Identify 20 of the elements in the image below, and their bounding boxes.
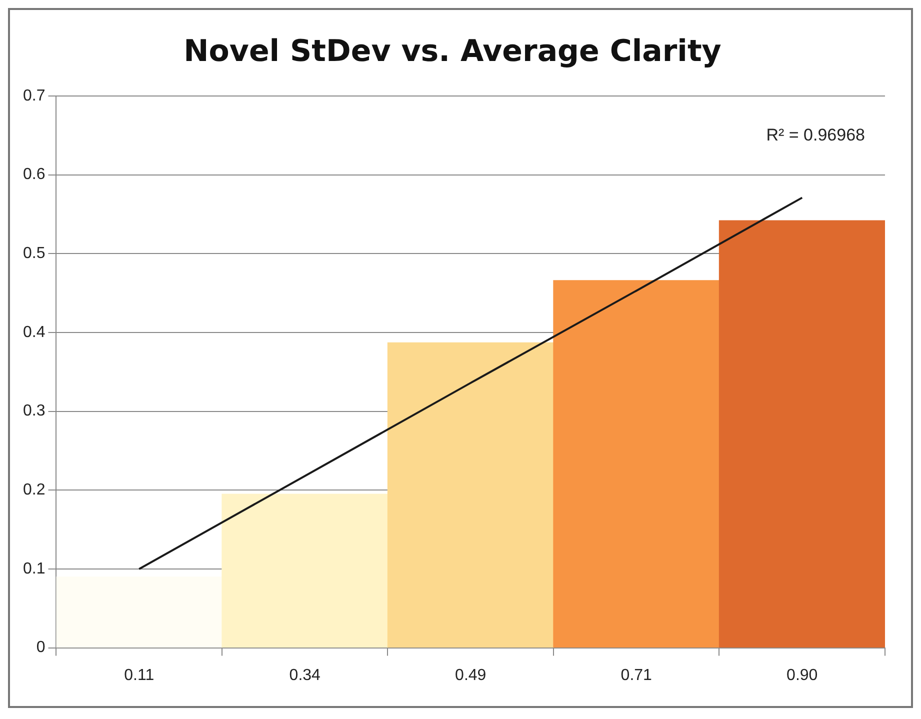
y-tick-label: 0.6 <box>22 166 46 184</box>
y-tick-label: 0.1 <box>22 560 46 578</box>
bar <box>56 576 222 648</box>
y-tick-label: 0.3 <box>22 402 46 420</box>
y-tick-label: 0.5 <box>22 245 46 262</box>
x-tick-label: 0.11 <box>124 666 154 684</box>
x-tick-label: 0.90 <box>786 666 818 684</box>
chart-title: Novel StDev vs. Average Clarity <box>184 34 722 69</box>
bar <box>553 280 720 648</box>
x-tick-label: 0.49 <box>455 666 486 684</box>
bar <box>222 494 388 648</box>
annotation: R² = 0.96968 <box>766 126 865 145</box>
y-tick-label: 0.2 <box>22 482 46 499</box>
bar <box>718 220 885 648</box>
x-tick-label: 0.71 <box>620 666 652 684</box>
x-tick-label: 0.34 <box>289 666 321 684</box>
y-tick-label: 0 <box>36 639 46 656</box>
y-tick-label: 0.7 <box>22 87 46 104</box>
y-tick-label: 0.4 <box>22 324 46 341</box>
bar <box>387 342 554 648</box>
